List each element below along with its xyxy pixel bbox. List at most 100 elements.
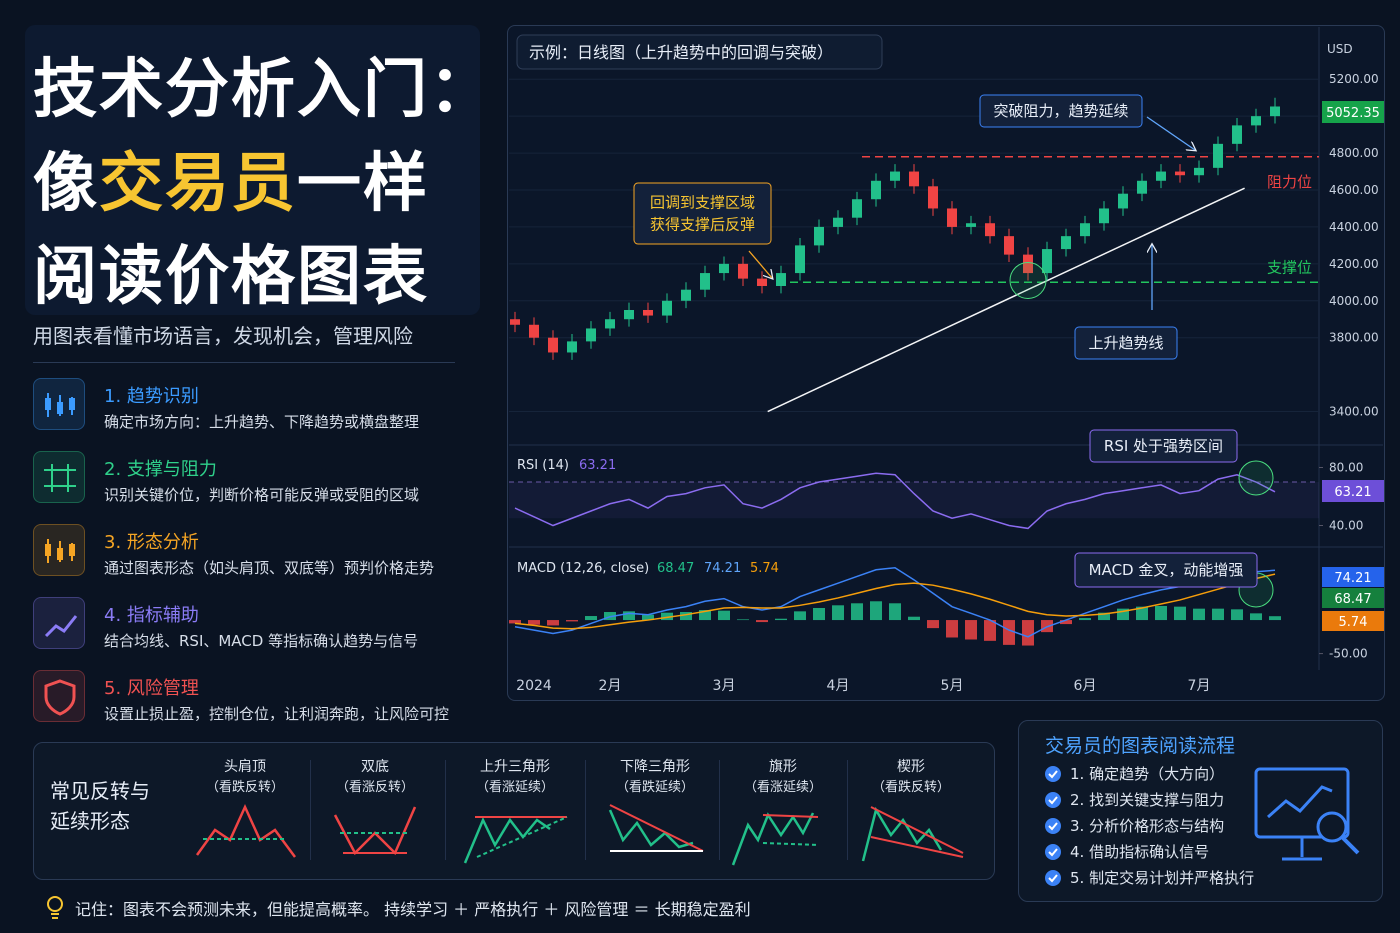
check [1045, 870, 1061, 886]
chart-title-box [516, 34, 883, 70]
histogram-bar [1174, 606, 1186, 621]
histogram-bar [775, 618, 787, 621]
candle-body [738, 263, 748, 279]
candle-body [1137, 180, 1147, 194]
panel-value: 5.74 [750, 561, 779, 576]
pattern-note: （看涨延续） [743, 780, 822, 795]
value-box [1322, 611, 1384, 631]
pattern-line [731, 812, 815, 866]
histogram-bar [642, 614, 654, 621]
candle-body [567, 341, 577, 353]
annotation-box [1074, 552, 1258, 588]
candle-body [586, 328, 596, 342]
candle-body [1080, 223, 1090, 237]
highlight-circle [1009, 261, 1047, 299]
x-tick-label: 6月 [1074, 678, 1097, 694]
value-label: 68.47 [1334, 592, 1371, 607]
chart: 5200.005000.004800.004600.004400.004200.… [509, 27, 1384, 694]
icon-glyph [44, 464, 76, 492]
trend-line [767, 187, 1245, 413]
y-tick-label: 80.00 [1329, 461, 1363, 475]
rsi-line [514, 472, 1276, 530]
footer: 记住：图表不会预测未来，但能提高概率。 持续学习 ＋ 严格执行 ＋ 风险管理 ＝… [75, 900, 751, 919]
pattern-line [870, 806, 964, 854]
histogram-bar [813, 607, 825, 621]
x-tick-label: 7月 [1188, 678, 1211, 694]
x-tick-label: 5月 [941, 678, 964, 694]
process-item: 5. 制定交易计划并严格执行 [1070, 869, 1255, 887]
last-price: 5052.35 [1326, 106, 1380, 121]
annotation-arrow [748, 250, 772, 278]
annotation: 获得支撑后反弹 [650, 216, 755, 234]
title-line: 阅读价格图表 [33, 240, 429, 314]
process-item: 3. 分析价格形态与结构 [1070, 817, 1225, 835]
pattern-divider [445, 760, 446, 860]
candle-body [947, 208, 957, 227]
pattern-line [463, 816, 551, 864]
check [1048, 770, 1058, 779]
value-box [1322, 567, 1384, 587]
histogram-bar [1098, 612, 1110, 621]
pattern-diagram [333, 806, 417, 856]
histogram-bar [1212, 608, 1224, 621]
process-icon [1254, 767, 1360, 861]
pattern-note: （看跌延续） [615, 780, 694, 795]
process-panel [1018, 720, 1383, 902]
pattern-name: 上升三角形 [480, 759, 550, 775]
pattern-note: （看跌反转） [871, 780, 950, 795]
title-highlight: 交易员 [99, 147, 297, 221]
x-tick-label: 2月 [599, 678, 622, 694]
check-icon [1045, 844, 1061, 860]
pattern-note: （看跌反转） [205, 780, 284, 795]
step-title: 5. 风险管理 [104, 678, 199, 699]
pattern-line [609, 804, 704, 852]
candle-body [966, 223, 976, 227]
check-icon [1045, 818, 1061, 834]
pattern-note: （看涨延续） [475, 780, 554, 795]
check [1045, 766, 1061, 782]
annotation-box [633, 182, 772, 245]
histogram-bar [756, 620, 768, 623]
pattern-divider [847, 760, 848, 860]
candle-body [719, 263, 729, 274]
histogram-bar [946, 620, 958, 638]
histogram-bar [965, 620, 977, 640]
step-title: 2. 支撑与阻力 [104, 459, 217, 480]
value-label: 63.21 [1334, 485, 1371, 500]
candle-body [605, 319, 615, 329]
histogram-bar [585, 616, 597, 621]
y-tick-label: 4400.00 [1329, 220, 1379, 234]
y-tick-label: 40.00 [1329, 519, 1363, 533]
panel-value: 63.21 [579, 458, 616, 473]
candle-body [1213, 143, 1223, 168]
histogram-bar [1079, 618, 1091, 621]
pattern-name: 双底 [361, 759, 389, 775]
candle-body [1194, 167, 1204, 176]
bulb-icon [47, 896, 63, 919]
last-price-box [1322, 101, 1384, 123]
y-tick-label: 4200.00 [1329, 257, 1379, 271]
candle-body [1061, 236, 1071, 250]
check-icon [1045, 792, 1061, 808]
patterns-heading: 常见反转与 延续形态 [50, 776, 150, 836]
pattern-name: 旗形 [769, 759, 797, 775]
heading-line: 常见反转与 [50, 779, 150, 803]
candle-body [833, 217, 843, 227]
histogram-bar [1117, 608, 1129, 621]
histogram-bar [661, 612, 673, 621]
annotation: MACD 金叉，动能增强 [1089, 561, 1244, 579]
candle-body [1232, 125, 1242, 144]
candle-body [1175, 171, 1185, 176]
candle-body [643, 310, 653, 316]
pattern-line [195, 803, 297, 858]
glyph [45, 544, 51, 556]
candle-body [814, 226, 824, 246]
glyph [45, 398, 51, 410]
check [1048, 822, 1058, 831]
pattern-note: （看涨反转） [335, 780, 414, 795]
check [1048, 848, 1058, 857]
title-part: 一样 [297, 147, 429, 221]
candle-body [871, 180, 881, 200]
candle-body [1023, 254, 1033, 274]
